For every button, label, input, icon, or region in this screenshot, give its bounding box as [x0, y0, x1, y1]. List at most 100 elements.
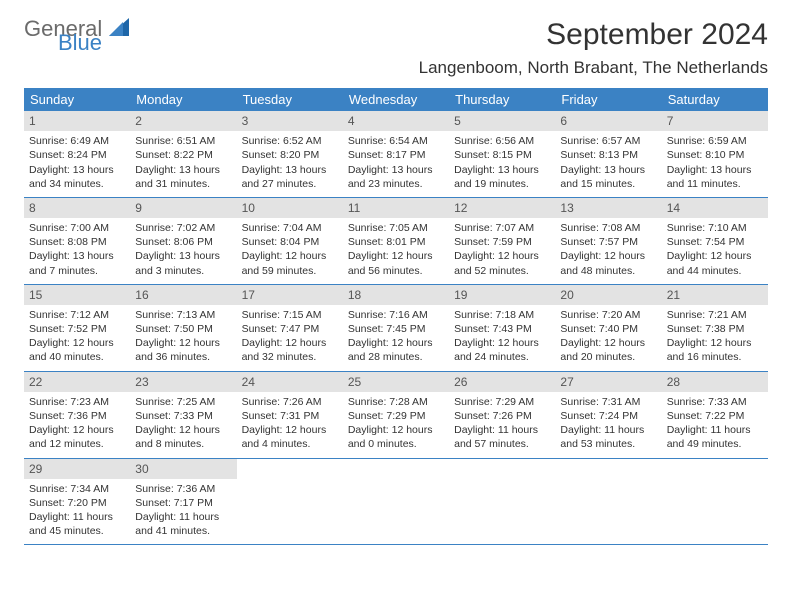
- sunset-line: Sunset: 8:24 PM: [29, 148, 125, 162]
- day-number: 16: [130, 285, 236, 305]
- day-number: 26: [449, 372, 555, 392]
- day-cell: 27Sunrise: 7:31 AMSunset: 7:24 PMDayligh…: [555, 372, 661, 458]
- day-number: 18: [343, 285, 449, 305]
- sunrise-line: Sunrise: 7:15 AM: [242, 308, 338, 322]
- day-number: 3: [237, 111, 343, 131]
- dow-header: Sunday: [24, 88, 130, 111]
- sunset-line: Sunset: 7:50 PM: [135, 322, 231, 336]
- week-row: 1Sunrise: 6:49 AMSunset: 8:24 PMDaylight…: [24, 111, 768, 198]
- day-cell: 19Sunrise: 7:18 AMSunset: 7:43 PMDayligh…: [449, 285, 555, 371]
- day-cell: 3Sunrise: 6:52 AMSunset: 8:20 PMDaylight…: [237, 111, 343, 197]
- day-cell: 5Sunrise: 6:56 AMSunset: 8:15 PMDaylight…: [449, 111, 555, 197]
- day-cell: 14Sunrise: 7:10 AMSunset: 7:54 PMDayligh…: [662, 198, 768, 284]
- sunrise-line: Sunrise: 7:29 AM: [454, 395, 550, 409]
- sunset-line: Sunset: 8:01 PM: [348, 235, 444, 249]
- day-cell: 18 Sunrise: 7:16 AMSunset: 7:45 PMDayligh…: [343, 285, 449, 371]
- day-number: 27: [555, 372, 661, 392]
- day-cell: 23Sunrise: 7:25 AMSunset: 7:33 PMDayligh…: [130, 372, 236, 458]
- sunset-line: Sunset: 8:13 PM: [560, 148, 656, 162]
- day-number: 21: [662, 285, 768, 305]
- sunrise-line: Sunrise: 7:04 AM: [242, 221, 338, 235]
- day-number: 29: [24, 459, 130, 479]
- sunset-line: Sunset: 7:45 PM: [348, 322, 444, 336]
- daylight-line: Daylight: 12 hours and 16 minutes.: [667, 336, 763, 364]
- day-cell: 1Sunrise: 6:49 AMSunset: 8:24 PMDaylight…: [24, 111, 130, 197]
- day-cell: 22Sunrise: 7:23 AMSunset: 7:36 PMDayligh…: [24, 372, 130, 458]
- day-cell: [449, 459, 555, 545]
- daylight-line: Daylight: 13 hours and 34 minutes.: [29, 163, 125, 191]
- sunrise-line: Sunrise: 6:57 AM: [560, 134, 656, 148]
- day-cell: 24Sunrise: 7:26 AMSunset: 7:31 PMDayligh…: [237, 372, 343, 458]
- sunrise-line: Sunrise: 7:25 AM: [135, 395, 231, 409]
- day-cell: 20 Sunrise: 7:20 AMSunset: 7:40 PMDayligh…: [555, 285, 661, 371]
- day-number: 28: [662, 372, 768, 392]
- day-cell: 16Sunrise: 7:13 AMSunset: 7:50 PMDayligh…: [130, 285, 236, 371]
- page-title: September 2024: [419, 18, 768, 52]
- day-number: 15: [24, 285, 130, 305]
- sunset-line: Sunset: 7:52 PM: [29, 322, 125, 336]
- dow-header: Thursday: [449, 88, 555, 111]
- daylight-line: Daylight: 12 hours and 52 minutes.: [454, 249, 550, 277]
- daylight-line: Daylight: 12 hours and 4 minutes.: [242, 423, 338, 451]
- day-number: 13: [555, 198, 661, 218]
- sunrise-line: Sunrise: 7:20 AM: [560, 308, 656, 322]
- day-cell: 17Sunrise: 7:15 AMSunset: 7:47 PMDayligh…: [237, 285, 343, 371]
- sunrise-line: Sunrise: 7:12 AM: [29, 308, 125, 322]
- sunrise-line: Sunrise: 7:10 AM: [667, 221, 763, 235]
- sunset-line: Sunset: 7:57 PM: [560, 235, 656, 249]
- day-number: 30: [130, 459, 236, 479]
- sunrise-line: Sunrise: 7:23 AM: [29, 395, 125, 409]
- daylight-line: Daylight: 13 hours and 31 minutes.: [135, 163, 231, 191]
- day-cell: 11Sunrise: 7:05 AMSunset: 8:01 PMDayligh…: [343, 198, 449, 284]
- day-number: 23: [130, 372, 236, 392]
- logo: General Blue: [24, 18, 129, 53]
- day-number: 20: [555, 285, 661, 305]
- daylight-line: Daylight: 11 hours and 57 minutes.: [454, 423, 550, 451]
- sunrise-line: Sunrise: 7:13 AM: [135, 308, 231, 322]
- sunset-line: Sunset: 7:38 PM: [667, 322, 763, 336]
- sunrise-line: Sunrise: 7:00 AM: [29, 221, 125, 235]
- dow-row: SundayMondayTuesdayWednesdayThursdayFrid…: [24, 88, 768, 111]
- header: General Blue September 2024 Langenboom, …: [24, 18, 768, 78]
- day-number: 25: [343, 372, 449, 392]
- sunset-line: Sunset: 7:20 PM: [29, 496, 125, 510]
- day-number: 7: [662, 111, 768, 131]
- day-cell: [662, 459, 768, 545]
- daylight-line: Daylight: 13 hours and 7 minutes.: [29, 249, 125, 277]
- sunset-line: Sunset: 7:40 PM: [560, 322, 656, 336]
- logo-text-blue: Blue: [58, 33, 129, 53]
- day-cell: 10Sunrise: 7:04 AMSunset: 8:04 PMDayligh…: [237, 198, 343, 284]
- location-text: Langenboom, North Brabant, The Netherlan…: [419, 58, 768, 78]
- sunset-line: Sunset: 7:26 PM: [454, 409, 550, 423]
- sunrise-line: Sunrise: 7:28 AM: [348, 395, 444, 409]
- daylight-line: Daylight: 13 hours and 23 minutes.: [348, 163, 444, 191]
- daylight-line: Daylight: 12 hours and 40 minutes.: [29, 336, 125, 364]
- daylight-line: Daylight: 13 hours and 19 minutes.: [454, 163, 550, 191]
- day-cell: 12Sunrise: 7:07 AMSunset: 7:59 PMDayligh…: [449, 198, 555, 284]
- sunset-line: Sunset: 7:33 PM: [135, 409, 231, 423]
- daylight-line: Daylight: 13 hours and 27 minutes.: [242, 163, 338, 191]
- week-row: 15Sunrise: 7:12 AMSunset: 7:52 PMDayligh…: [24, 285, 768, 372]
- sunrise-line: Sunrise: 7:02 AM: [135, 221, 231, 235]
- dow-header: Monday: [130, 88, 236, 111]
- daylight-line: Daylight: 11 hours and 49 minutes.: [667, 423, 763, 451]
- day-number: 4: [343, 111, 449, 131]
- sunset-line: Sunset: 7:36 PM: [29, 409, 125, 423]
- day-number: 14: [662, 198, 768, 218]
- day-number: 17: [237, 285, 343, 305]
- daylight-line: Daylight: 13 hours and 3 minutes.: [135, 249, 231, 277]
- day-cell: 15 Sunrise: 7:12 AMSunset: 7:52 PMDayligh…: [24, 285, 130, 371]
- daylight-line: Daylight: 12 hours and 28 minutes.: [348, 336, 444, 364]
- daylight-line: Daylight: 12 hours and 32 minutes.: [242, 336, 338, 364]
- sunrise-line: Sunrise: 6:52 AM: [242, 134, 338, 148]
- day-cell: 2Sunrise: 6:51 AMSunset: 8:22 PMDaylight…: [130, 111, 236, 197]
- sunrise-line: Sunrise: 7:16 AM: [348, 308, 444, 322]
- dow-header: Tuesday: [237, 88, 343, 111]
- daylight-line: Daylight: 12 hours and 48 minutes.: [560, 249, 656, 277]
- day-cell: 13Sunrise: 7:08 AMSunset: 7:57 PMDayligh…: [555, 198, 661, 284]
- sunrise-line: Sunrise: 7:36 AM: [135, 482, 231, 496]
- day-number: 1: [24, 111, 130, 131]
- daylight-line: Daylight: 12 hours and 20 minutes.: [560, 336, 656, 364]
- week-row: 29Sunrise: 7:34 AMSunset: 7:20 PMDayligh…: [24, 459, 768, 546]
- day-number: 22: [24, 372, 130, 392]
